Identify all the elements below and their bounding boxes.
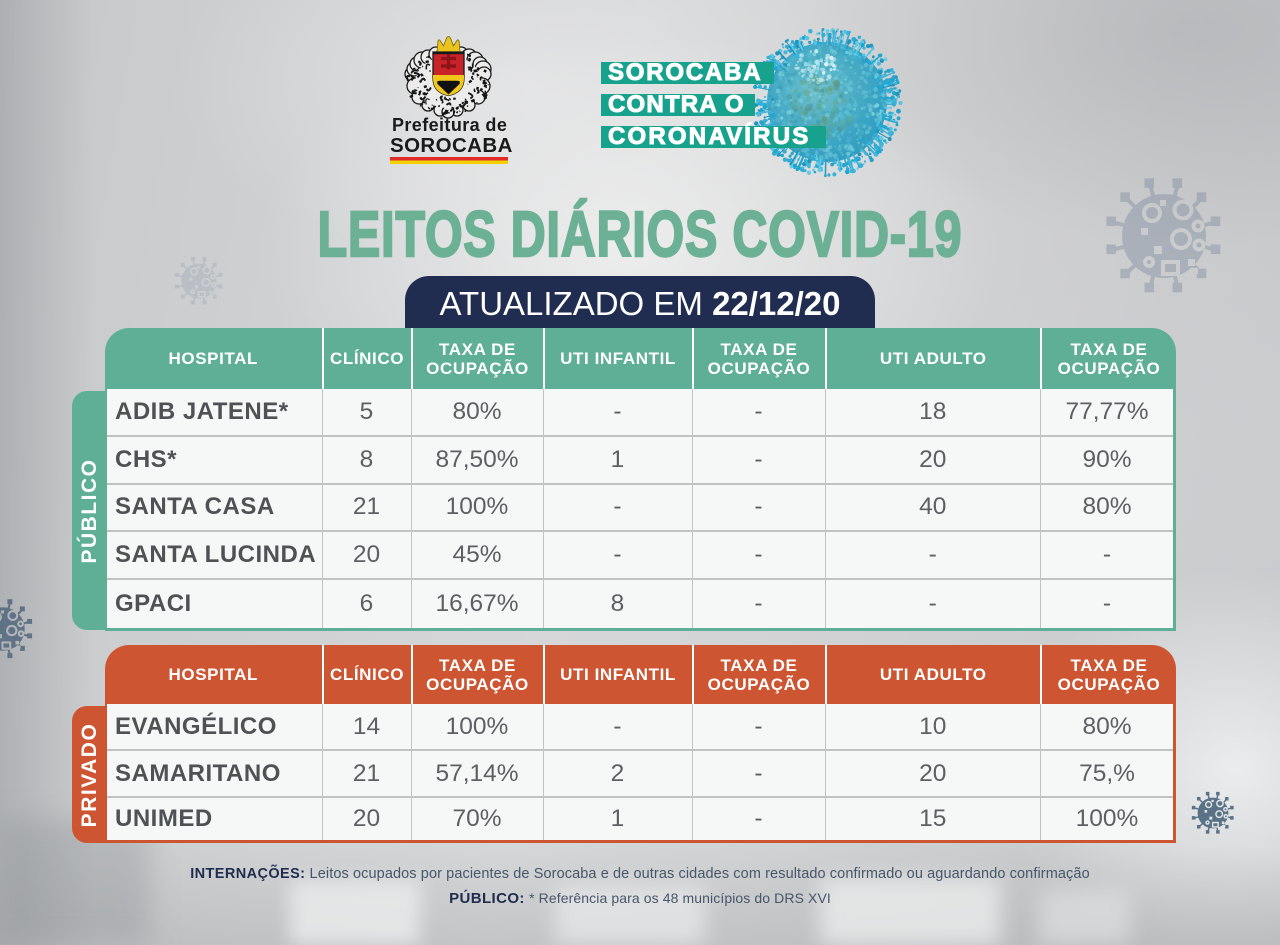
svg-text:Prefeitura de: Prefeitura de: [392, 115, 507, 135]
svg-text:SOROCABA: SOROCABA: [390, 134, 513, 157]
